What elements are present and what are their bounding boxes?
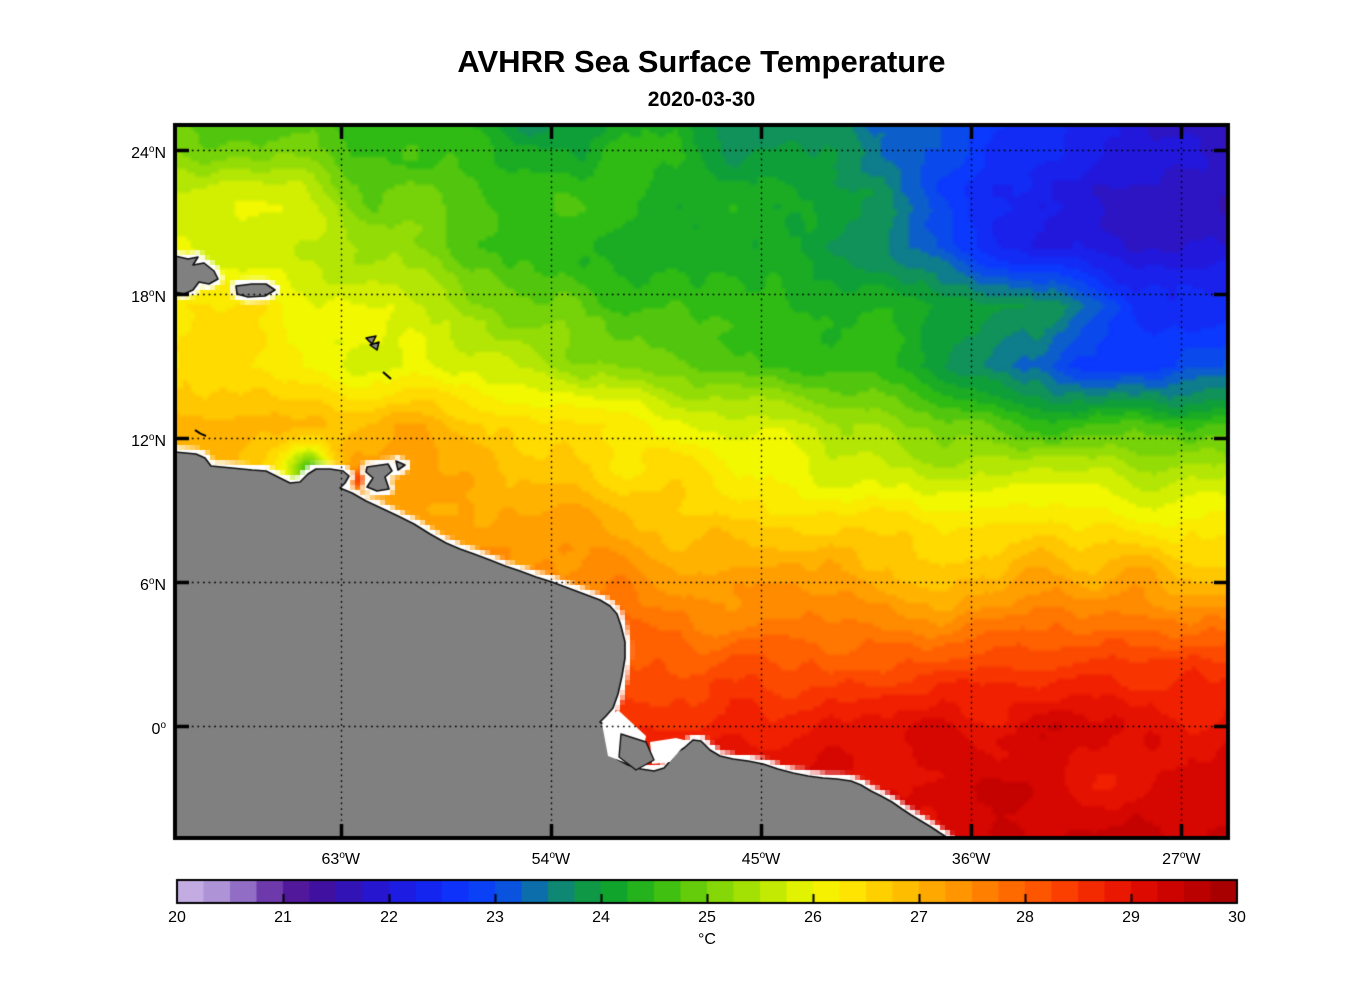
y-tick-label: 18oN <box>131 288 166 307</box>
y-tick-label: 12oN <box>131 432 166 451</box>
colorbar-tick-label: 26 <box>804 909 822 926</box>
colorbar-tick-label: 24 <box>592 909 610 926</box>
colorbar-tick-label: 29 <box>1122 909 1140 926</box>
colorbar-tick-label: 30 <box>1228 909 1246 926</box>
x-tick-label: 45oW <box>741 850 781 868</box>
x-tick-label: 54oW <box>531 850 571 868</box>
colorbar-tick-label: 20 <box>168 909 186 926</box>
x-tick-label: 27oW <box>1162 850 1201 868</box>
y-tick-label: 0o <box>151 720 166 739</box>
colorbar-tick-label: 23 <box>486 909 504 926</box>
colorbar-tick-label: 27 <box>910 909 928 926</box>
x-tick-label: 63oW <box>321 850 360 868</box>
x-tick-label: 36oW <box>951 850 991 868</box>
colorbar-tick-label: 28 <box>1016 909 1034 926</box>
chart-title: AVHRR Sea Surface Temperature <box>457 44 946 79</box>
colorbar-tick-label: 25 <box>698 909 716 926</box>
chart-subtitle: 2020-03-30 <box>647 88 756 111</box>
colorbar-tick-label: 22 <box>380 909 398 926</box>
colorbar-unit-label: °C <box>698 931 716 948</box>
y-tick-label: 6oN <box>139 576 166 595</box>
y-tick-label: 24oN <box>131 144 166 163</box>
colorbar-tick-label: 21 <box>274 909 292 926</box>
